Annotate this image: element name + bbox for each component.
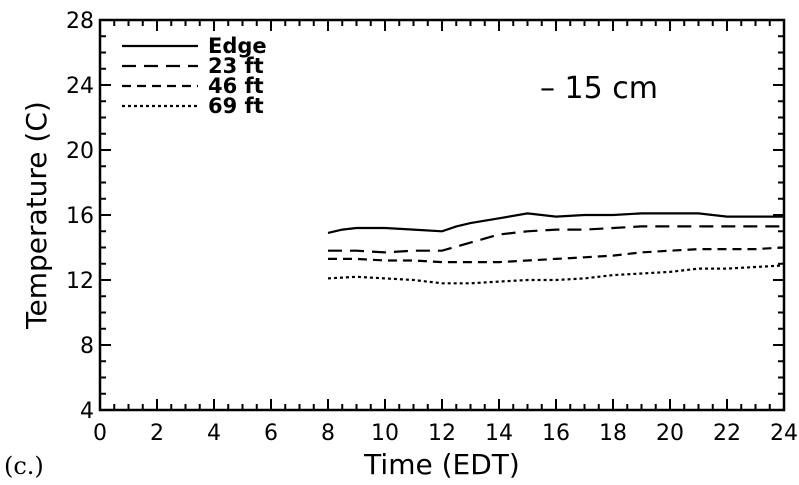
legend-label-4: 69 ft: [208, 94, 264, 118]
panel-label: (c.): [4, 452, 44, 480]
x-tick-label: 10: [371, 421, 399, 446]
axis-ticks: [99, 19, 785, 411]
x-tick-label: 14: [485, 421, 513, 446]
y-tick-label: 16: [66, 204, 94, 229]
y-tick-label: 12: [66, 269, 94, 294]
x-tick-label: 6: [264, 421, 278, 446]
x-tick-label: 0: [93, 421, 107, 446]
series-layer: [327, 212, 785, 285]
legend-label-2: 23 ft: [208, 54, 264, 78]
y-axis-title: Temperature (C): [20, 101, 53, 330]
y-tick-label: 24: [66, 74, 94, 99]
x-tick-label: 24: [770, 421, 798, 446]
x-tick-label: 2: [150, 421, 164, 446]
plot-frame: [98, 18, 786, 412]
series-line-4: [327, 264, 785, 285]
x-tick-label: 20: [656, 421, 684, 446]
x-axis-title: Time (EDT): [363, 448, 520, 481]
series-line-3: [328, 246, 785, 264]
x-tick-label: 18: [599, 421, 627, 446]
x-tick-label: 22: [713, 421, 741, 446]
legend-label-3: 46 ft: [208, 74, 264, 98]
y-tick-label: 8: [80, 334, 94, 359]
x-tick-label: 8: [321, 421, 335, 446]
y-tick-label: 20: [66, 139, 94, 164]
y-tick-label: 28: [66, 9, 94, 34]
y-tick-label: 4: [80, 399, 94, 424]
x-tick-label: 4: [207, 421, 221, 446]
x-tick-label: 12: [428, 421, 456, 446]
series-line-2: [328, 225, 784, 254]
legend-label-1: Edge: [208, 34, 267, 58]
x-tick-label: 16: [542, 421, 570, 446]
series-line-1: [327, 212, 784, 234]
depth-annotation: – 15 cm: [540, 71, 658, 106]
